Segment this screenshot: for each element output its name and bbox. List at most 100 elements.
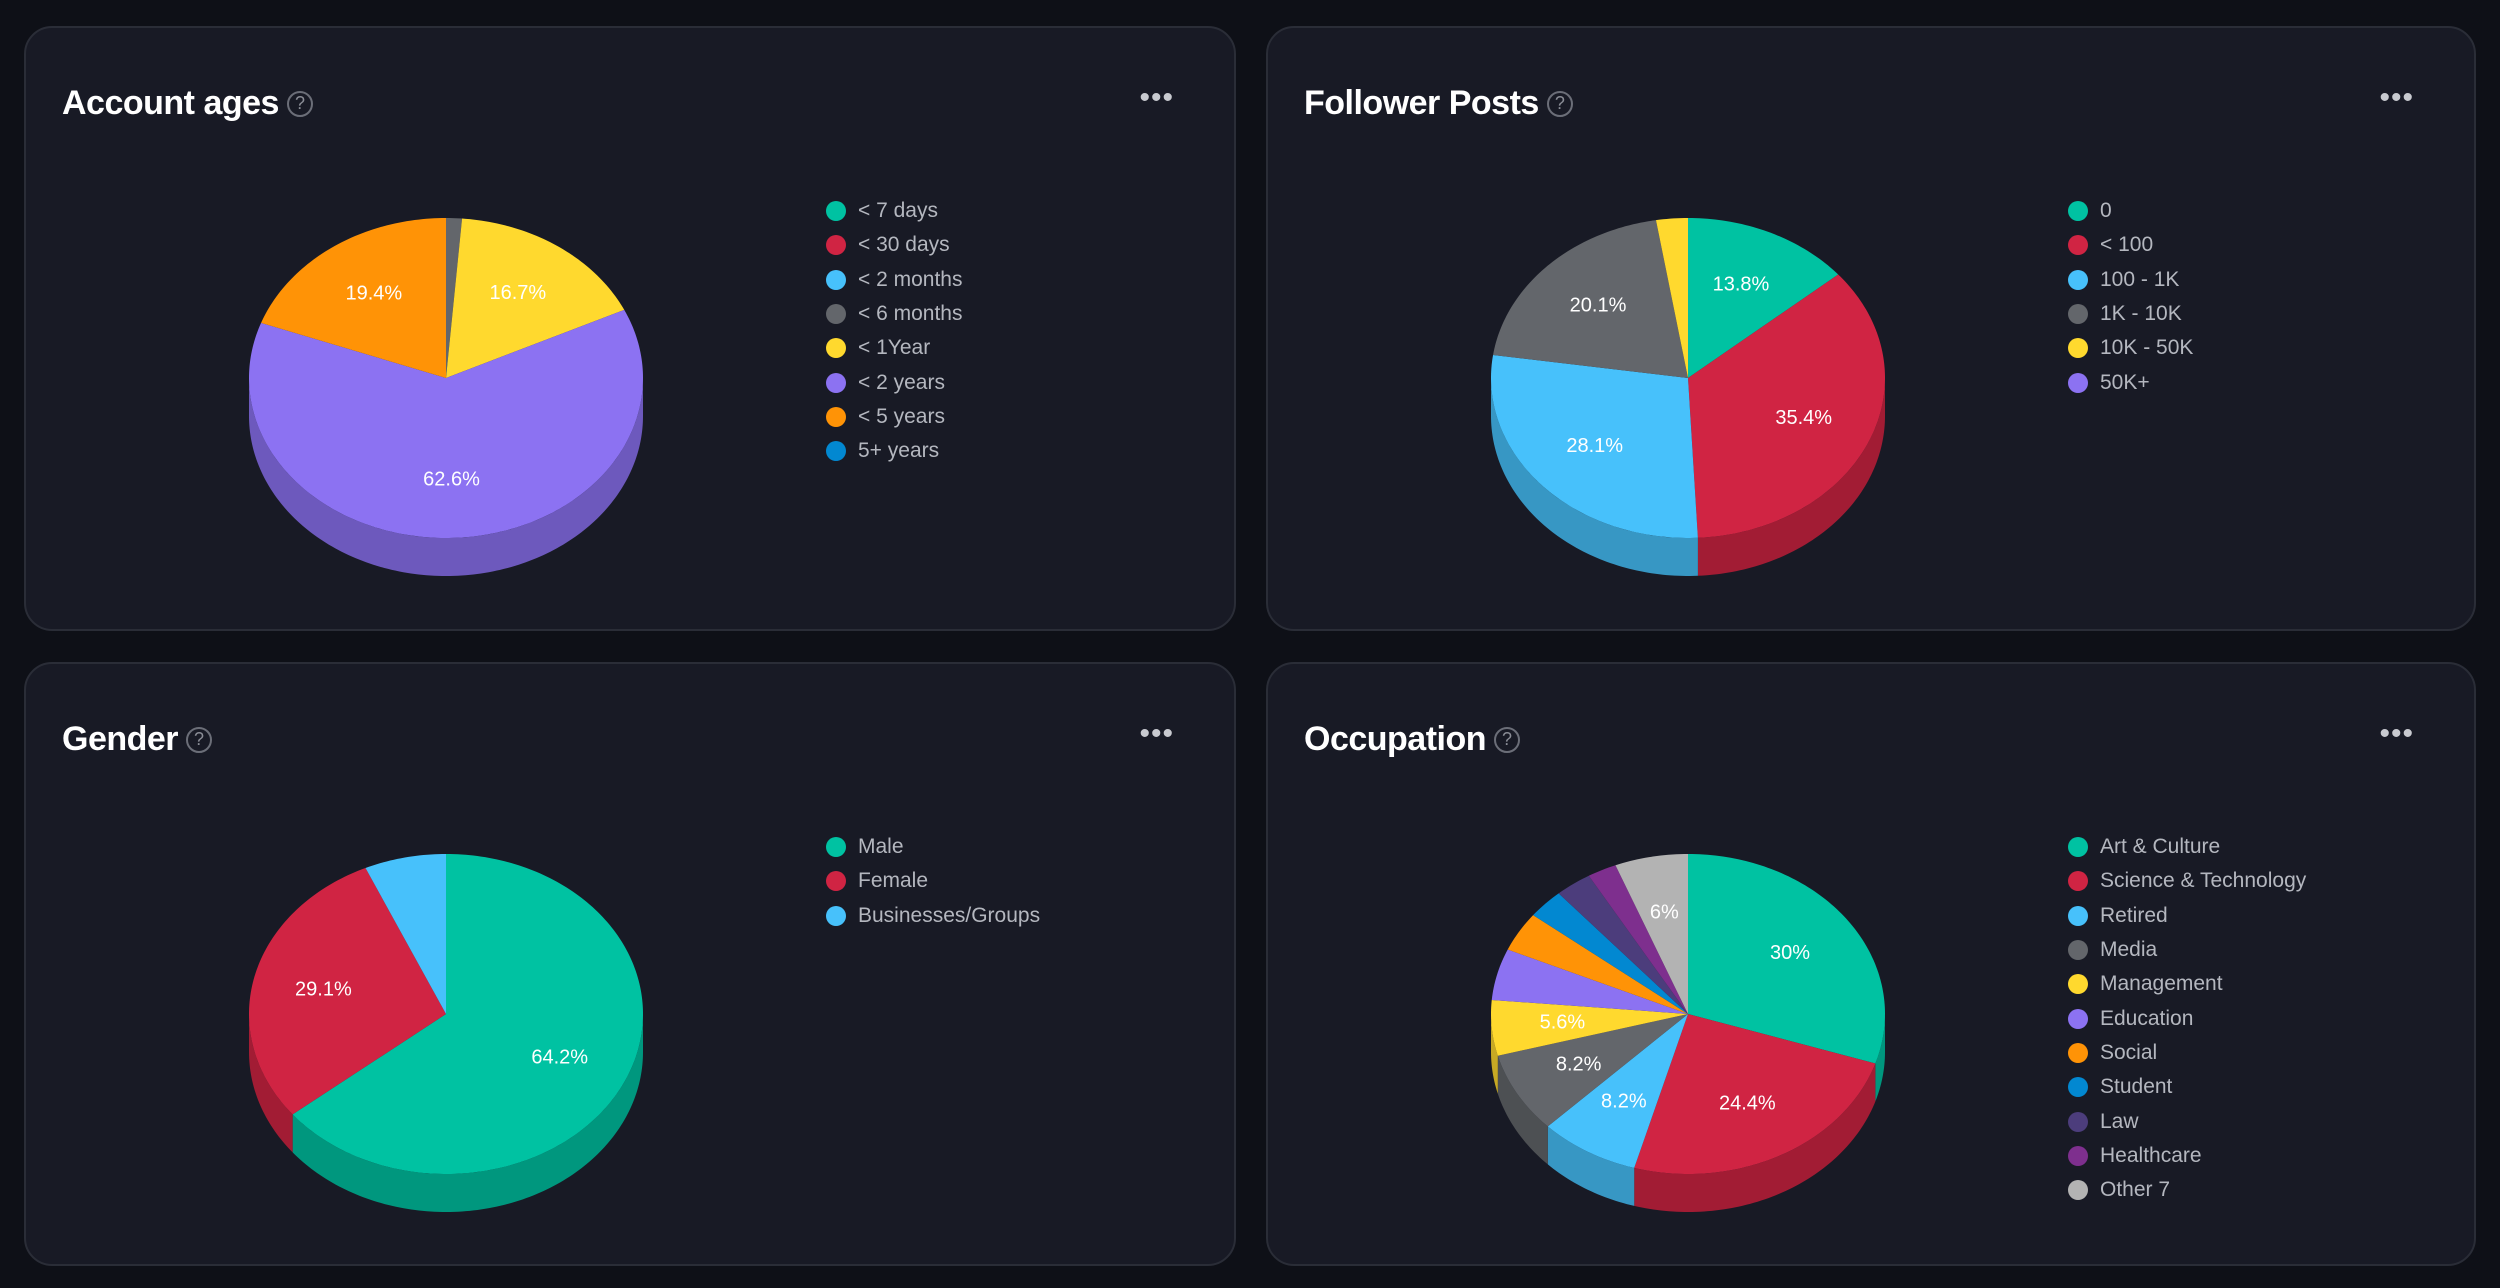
legend-item-5-years[interactable]: < 5 years (826, 400, 962, 434)
data-label: 29.1% (295, 978, 352, 1000)
chart-title: Gender (62, 720, 179, 758)
pie-slice-healthcare[interactable] (1588, 865, 1688, 1014)
pie-slice-5-years[interactable] (261, 218, 446, 378)
legend-item-student[interactable]: Student (2068, 1070, 2306, 1104)
legend-swatch (826, 871, 846, 892)
pie-slice-100[interactable] (1688, 274, 1885, 538)
data-label: 30% (1770, 942, 1810, 964)
help-icon[interactable]: ? (286, 90, 313, 117)
pie-walls (1491, 378, 1885, 576)
pie-slice-male[interactable] (292, 854, 643, 1174)
pie-top (1491, 854, 1885, 1174)
pie-slice-side (1547, 1126, 1635, 1206)
legend-label: 100 - 1K (2100, 267, 2180, 291)
pie-slice-10k-50k[interactable] (1655, 218, 1688, 378)
legend-item-businesses-groups[interactable]: Businesses/Groups (826, 899, 1040, 933)
help-icon[interactable]: ? (186, 726, 213, 753)
pie-slice-side (1634, 1063, 1876, 1212)
legend-swatch (2068, 974, 2088, 995)
legend-item-education[interactable]: Education (2068, 1001, 2306, 1035)
pie-slice-other-7[interactable] (1615, 854, 1688, 1014)
data-label: 5.6% (1540, 1011, 1586, 1033)
legend-swatch (2068, 1111, 2088, 1132)
pie-slice-law[interactable] (1558, 875, 1688, 1014)
pie-slice-businesses-groups[interactable] (365, 854, 446, 1014)
legend-item-media[interactable]: Media (2068, 933, 2306, 967)
pie-slice-female[interactable] (249, 867, 446, 1115)
legend-item-5-years[interactable]: 5+ years (826, 434, 962, 468)
pie-slice-art-culture[interactable] (1688, 854, 1885, 1064)
legend-item-10k-50k[interactable]: 10K - 50K (2068, 331, 2193, 365)
pie-slice-student[interactable] (1533, 893, 1688, 1014)
more-options-icon[interactable]: ••• (1139, 717, 1174, 750)
pie-slice-1year[interactable] (446, 218, 625, 378)
legend-swatch (826, 304, 846, 325)
data-label: 20.1% (1570, 295, 1627, 317)
pie-slice-0[interactable] (1688, 218, 1839, 378)
pie-slice-management[interactable] (1491, 999, 1688, 1056)
legend-label: Student (2100, 1075, 2173, 1099)
legend-label: Science & Technology (2100, 869, 2307, 893)
help-icon[interactable]: ? (1546, 90, 1573, 117)
pie-chart: 13.8% 35.4% 28.1% 20.1% (1491, 218, 1885, 576)
legend-swatch (826, 372, 846, 393)
legend-label: 10K - 50K (2100, 336, 2194, 360)
legend-item-1k-10k[interactable]: 1K - 10K (2068, 297, 2193, 331)
legend-item-healthcare[interactable]: Healthcare (2068, 1139, 2306, 1173)
legend-label: Management (2100, 972, 2223, 996)
data-label: 19.4% (345, 282, 402, 304)
legend-item-7-days[interactable]: < 7 days (826, 194, 962, 228)
legend-label: < 2 months (858, 267, 963, 291)
data-label: 62.6% (423, 469, 480, 491)
legend-item-male[interactable]: Male (826, 830, 1040, 864)
pie-slice-education[interactable] (1491, 949, 1688, 1014)
legend-item-100[interactable]: < 100 (2068, 228, 2193, 262)
pie-slice-6-months[interactable] (446, 218, 463, 378)
legend-label: 0 (2100, 199, 2112, 223)
legend-item-female[interactable]: Female (826, 864, 1040, 898)
pie-slice-100-1k[interactable] (1491, 354, 1698, 538)
data-label: 35.4% (1775, 407, 1832, 429)
legend-item-management[interactable]: Management (2068, 967, 2306, 1001)
pie-walls (249, 1014, 643, 1212)
legend-label: Female (858, 869, 929, 893)
legend-item-6-months[interactable]: < 6 months (826, 297, 962, 331)
more-options-icon[interactable]: ••• (1139, 81, 1174, 114)
pie-walls (1491, 1014, 1885, 1212)
legend-item-retired[interactable]: Retired (2068, 899, 2306, 933)
pie-slice-side (1497, 1055, 1548, 1165)
legend-item-100-1k[interactable]: 100 - 1K (2068, 263, 2193, 297)
legend-item-social[interactable]: Social (2068, 1036, 2306, 1070)
more-options-icon[interactable]: ••• (2379, 717, 2414, 750)
pie-chart: 16.7% 62.6% 19.4% (249, 218, 643, 576)
data-label: 6% (1650, 902, 1679, 924)
legend-item-2-years[interactable]: < 2 years (826, 365, 962, 399)
card-title: Account ages? (62, 84, 313, 123)
legend-item-30-days[interactable]: < 30 days (826, 228, 962, 262)
pie-slice-retired[interactable] (1547, 1014, 1688, 1168)
legend-item-art-culture[interactable]: Art & Culture (2068, 830, 2306, 864)
legend-swatch (2068, 304, 2088, 325)
legend-item-0[interactable]: 0 (2068, 194, 2193, 228)
pie-slice-side (249, 378, 643, 576)
help-icon[interactable]: ? (1494, 726, 1521, 753)
legend-item-law[interactable]: Law (2068, 1104, 2306, 1138)
pie-slice-science-technology[interactable] (1634, 1014, 1876, 1174)
legend-item-2-months[interactable]: < 2 months (826, 263, 962, 297)
legend-item-50k[interactable]: 50K+ (2068, 365, 2193, 399)
legend-swatch (826, 235, 846, 256)
pie-slice-social[interactable] (1507, 915, 1688, 1014)
legend-label: < 2 years (858, 370, 945, 394)
pie-slice-1k-10k[interactable] (1493, 220, 1688, 378)
follower-posts-card: Follower Posts? ••• 13.8% 35.4% 28.1% 20.1% 0 <… (1266, 26, 2476, 631)
pie-slice-media[interactable] (1497, 1014, 1688, 1127)
legend: 0 < 100 100 - 1K 1K - 10K 10K - 50K 50K+ (2068, 194, 2193, 400)
pie-slice-2-years[interactable] (249, 309, 643, 538)
legend-item-other-7[interactable]: Other 7 (2068, 1173, 2306, 1207)
more-options-icon[interactable]: ••• (2379, 81, 2414, 114)
legend-item-1year[interactable]: < 1Year (826, 331, 962, 365)
legend-swatch (826, 837, 846, 858)
legend-label: Businesses/Groups (858, 903, 1041, 927)
legend-item-science-technology[interactable]: Science & Technology (2068, 864, 2306, 898)
legend-label: Education (2100, 1006, 2194, 1030)
